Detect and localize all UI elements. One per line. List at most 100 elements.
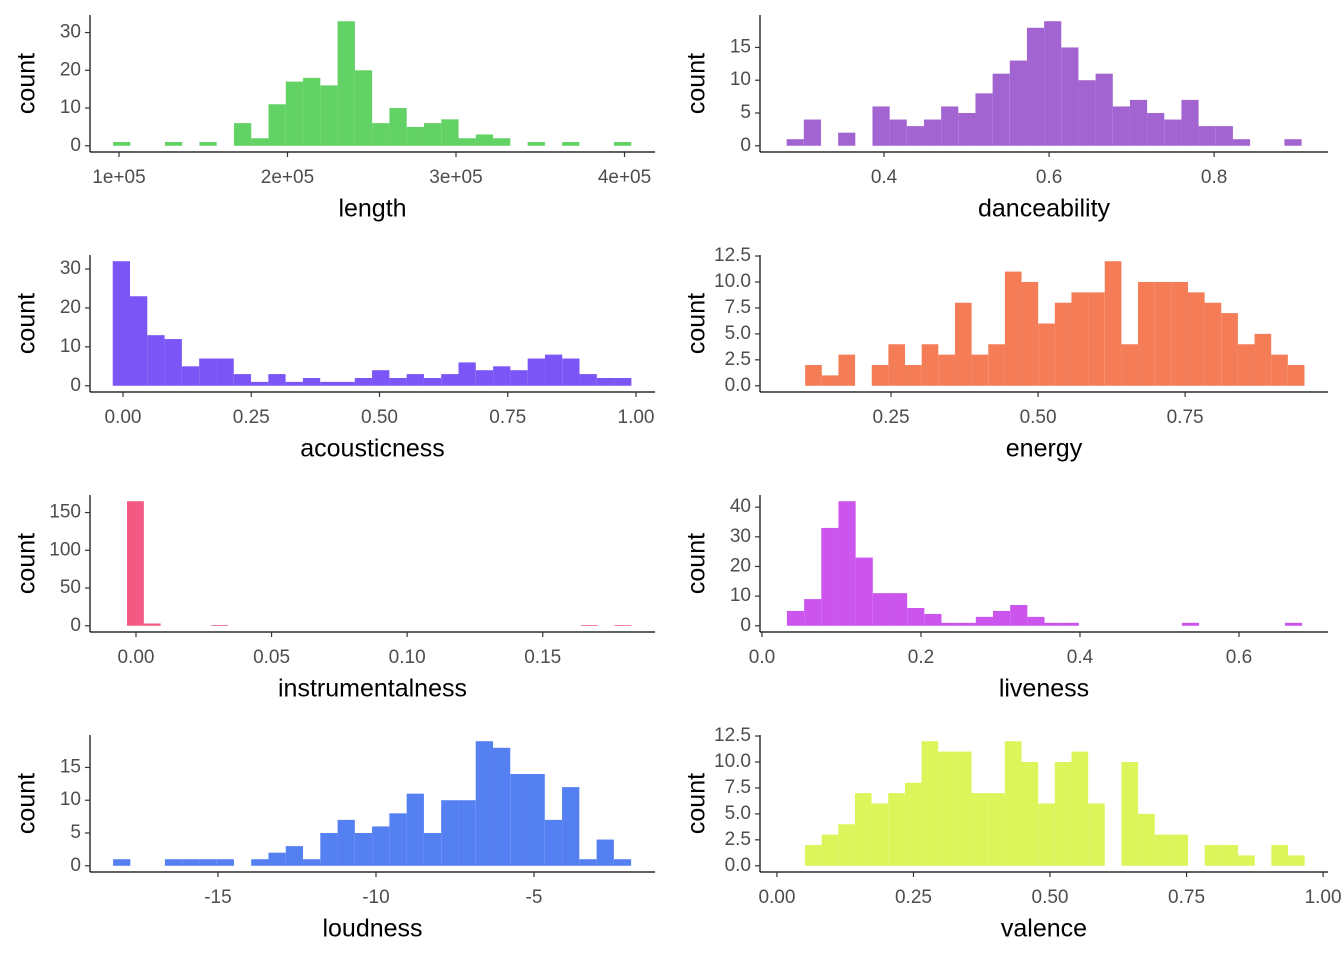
histogram-bar [510, 774, 528, 866]
y-tick-label: 20 [730, 555, 751, 576]
histogram-bar [441, 119, 459, 146]
x-axis-title: instrumentalness [278, 675, 467, 703]
histogram-bar [1238, 855, 1255, 866]
histogram-bar [527, 774, 545, 866]
x-tick-label: 0.4 [1067, 647, 1094, 668]
x-tick-label: 0.05 [253, 647, 290, 668]
histogram-bar [821, 375, 839, 386]
y-tick-label: 0 [70, 375, 81, 396]
histogram-bar [493, 366, 511, 386]
histogram-bar [971, 793, 989, 866]
histogram-bar [1187, 292, 1205, 386]
histogram-bar [302, 377, 321, 386]
histogram-bar [1121, 761, 1139, 866]
histogram-bar [786, 610, 805, 626]
histogram-bar [1171, 281, 1188, 386]
histogram-bar [320, 381, 338, 386]
histogram-bar [1088, 803, 1105, 866]
histogram-bar [580, 625, 598, 626]
x-tick-label: 2e+05 [261, 167, 314, 188]
histogram-bar [1071, 292, 1089, 386]
histogram-bar [1204, 302, 1222, 386]
histogram-bar [544, 354, 563, 386]
histogram-bar [1181, 622, 1200, 626]
y-axis-title: count [13, 773, 41, 834]
histogram-bar [1154, 834, 1172, 866]
histogram-bar [1004, 741, 1022, 866]
y-axis-title: count [683, 293, 711, 354]
y-tick-label: 0 [740, 615, 751, 636]
y-tick-label: 0.0 [725, 855, 751, 876]
histogram-bar [596, 839, 614, 866]
histogram-bar [423, 123, 442, 146]
histogram-bar [199, 358, 217, 386]
histogram-bar [614, 625, 632, 626]
y-tick-label: 30 [730, 526, 751, 547]
x-tick-label: 0.0 [749, 647, 775, 668]
histogram-bar [854, 793, 872, 866]
x-tick-label: 3e+05 [429, 167, 482, 188]
histogram-bar [1288, 855, 1305, 866]
histogram-bar [888, 344, 906, 386]
x-tick-label: 0.10 [389, 647, 426, 668]
histogram-bar [493, 138, 511, 146]
x-tick-label: 0.4 [871, 167, 898, 188]
x-axis-title: length [338, 195, 406, 223]
histogram-bar [838, 354, 856, 386]
histogram-bar [1021, 281, 1039, 386]
histogram-bar [1284, 139, 1302, 146]
x-tick-label: -5 [526, 887, 543, 908]
y-tick-label: 10 [60, 97, 81, 118]
x-axis-title: liveness [999, 675, 1089, 703]
histogram-bar [216, 859, 234, 866]
histogram-bar [113, 141, 131, 146]
histogram-bar [872, 593, 890, 626]
histogram-bar [1254, 333, 1272, 386]
histogram-bar [579, 859, 597, 866]
histogram-bar [441, 800, 459, 866]
histogram-bar [838, 132, 856, 146]
histogram-bar [1138, 813, 1155, 866]
histogram-bar [975, 616, 994, 626]
histogram-bar [199, 859, 217, 866]
histogram-bar [527, 358, 545, 386]
histogram-bar [1078, 80, 1096, 146]
histogram-bar [1044, 21, 1062, 146]
histogram-bar [1061, 622, 1079, 626]
y-tick-label: 40 [730, 496, 751, 517]
histogram-bar [889, 119, 907, 146]
histogram-bar [372, 123, 390, 146]
histogram-bar [182, 859, 200, 866]
y-axis-title: count [683, 773, 711, 834]
y-tick-label: 20 [60, 59, 81, 80]
histogram-bar [127, 501, 144, 626]
histogram-bar [475, 741, 493, 866]
histogram-bar [251, 859, 269, 866]
histogram-bar [579, 374, 597, 386]
histogram-bar [988, 793, 1005, 866]
histogram-bar [1154, 281, 1172, 386]
histogram-bar [389, 108, 407, 146]
histogram-bar [268, 852, 286, 866]
histogram-bar [1071, 751, 1089, 866]
y-tick-label: 0 [70, 855, 81, 876]
y-tick-label: 10 [60, 336, 81, 357]
histogram-bar [268, 374, 286, 386]
x-tick-label: 0.50 [361, 407, 398, 428]
x-tick-label: 0.50 [1020, 407, 1057, 428]
histogram-bar [337, 819, 355, 866]
histogram-bar [1221, 845, 1239, 866]
x-tick-label: 0.50 [1032, 887, 1069, 908]
histogram-bar [492, 747, 511, 866]
y-tick-label: 150 [49, 502, 81, 523]
y-tick-label: 10.0 [714, 751, 751, 772]
y-axis-title: count [13, 293, 41, 354]
x-axis-title: valence [1001, 915, 1087, 943]
histogram-bar [181, 366, 200, 386]
histogram-bar [1009, 60, 1027, 146]
histogram-bar [143, 623, 161, 626]
y-tick-label: 0 [740, 135, 751, 156]
histogram-bar [905, 365, 922, 386]
histogram-bar [562, 358, 580, 386]
x-tick-label: 0.75 [489, 407, 526, 428]
